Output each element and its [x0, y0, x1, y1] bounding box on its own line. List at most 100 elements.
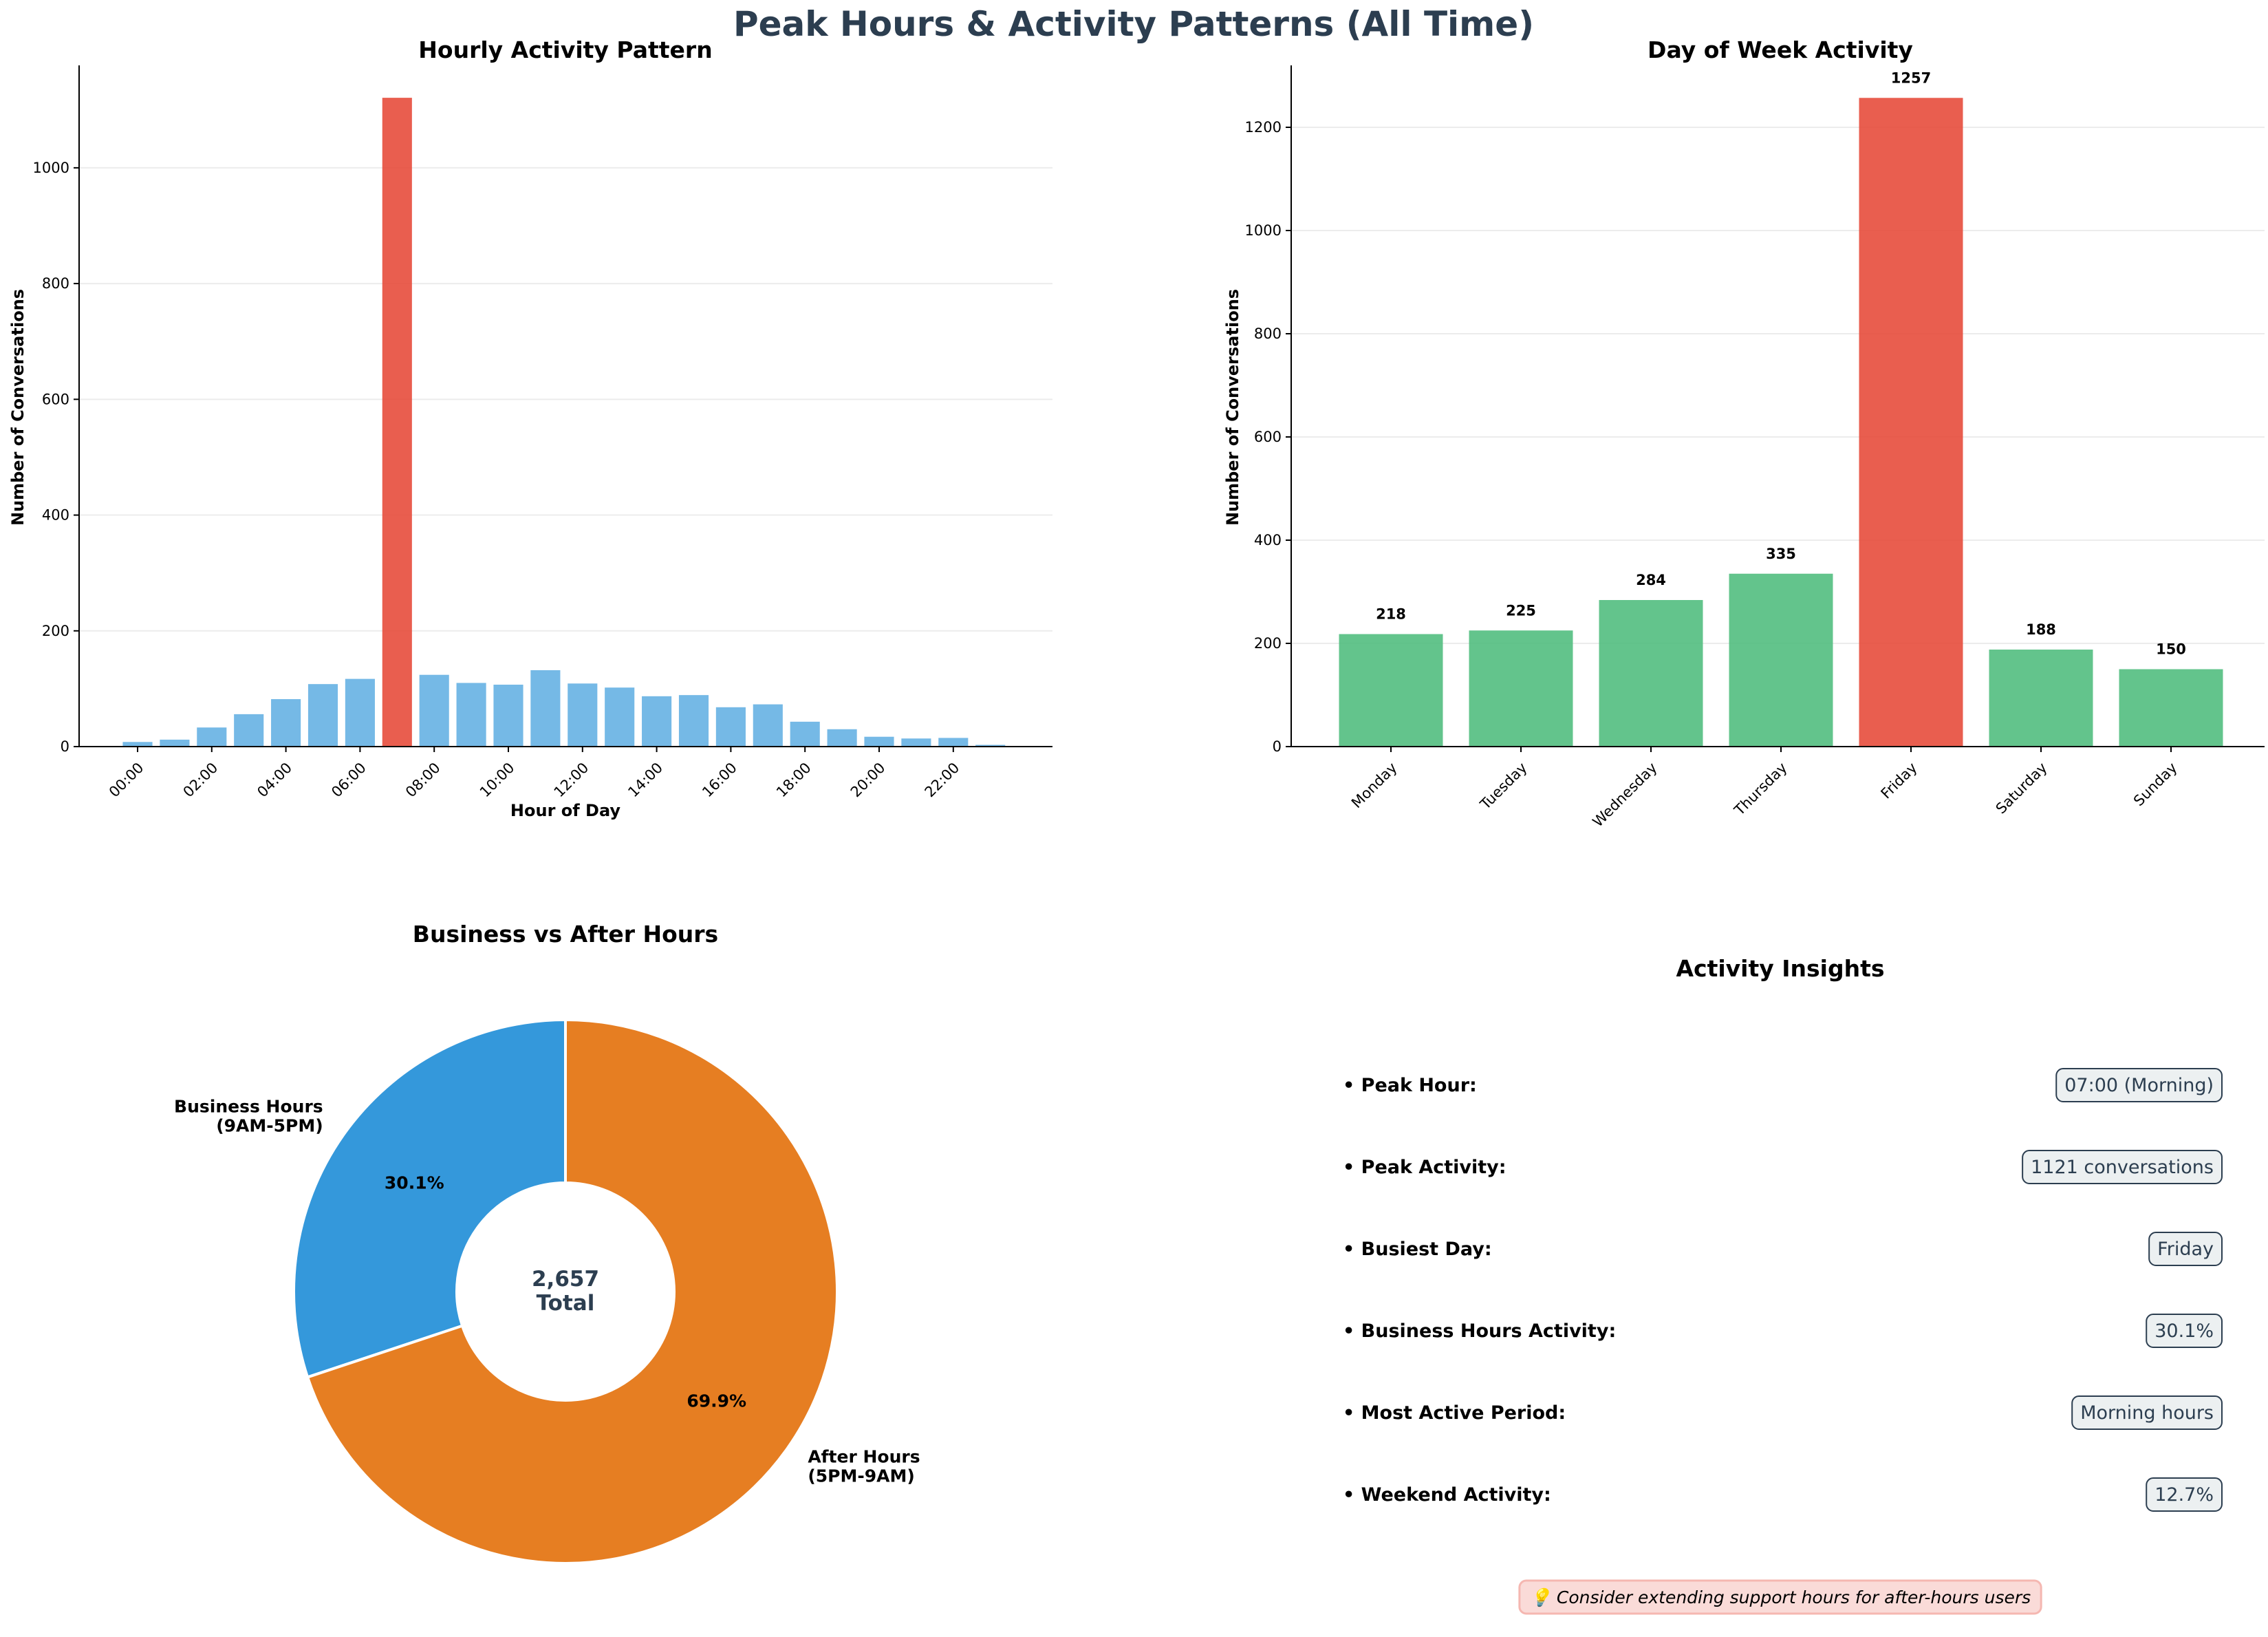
weekday-bar-value-label: 218: [1376, 606, 1406, 623]
insight-label: • Peak Activity:: [1343, 1157, 1506, 1178]
hourly-bar-19:00: [827, 729, 857, 747]
weekday-x-tick-label: Sunday: [2130, 760, 2181, 810]
hourly-bar-16:00: [715, 707, 746, 747]
insight-value-box: [2148, 1232, 2223, 1266]
recommendation-text: 💡 Consider extending support hours for a…: [1530, 1587, 2031, 1607]
hourly-chart-title: Hourly Activity Pattern: [418, 36, 712, 63]
hourly-bar-20:00: [864, 736, 894, 747]
weekday-bar-thursday: [1729, 573, 1833, 747]
slice-category-label: After Hours (5PM-9AM): [808, 1446, 920, 1486]
slice-category-label-line: After Hours: [808, 1446, 920, 1466]
slice-percent-label: 69.9%: [687, 1391, 746, 1411]
weekday-bar-value-label: 335: [1766, 546, 1796, 562]
hourly-bar-07:00: [382, 98, 412, 747]
hourly-y-tick-label: 800: [42, 275, 69, 292]
insight-value: Friday: [2157, 1239, 2214, 1260]
insight-value-box: [2022, 1150, 2223, 1184]
figure-title: Peak Hours & Activity Patterns (All Time…: [733, 4, 1534, 44]
hourly-bar-13:00: [605, 687, 635, 747]
hourly-bar-23:00: [975, 745, 1006, 747]
hourly-x-tick-label: 22:00: [922, 760, 963, 801]
hourly-bar-10:00: [493, 685, 523, 747]
hourly-y-axis-label: Number of Conversations: [8, 289, 28, 526]
insight-value: 07:00 (Morning): [2064, 1075, 2214, 1096]
hourly-x-tick-label: 12:00: [551, 760, 592, 801]
hourly-y-tick-label: 200: [42, 623, 69, 639]
insights-title: Activity Insights: [1676, 955, 1884, 982]
slice-category-label: Business Hours (9AM-5PM): [174, 1097, 323, 1136]
insight-value-box: [2146, 1314, 2223, 1348]
recommendation-box: [1518, 1579, 2042, 1615]
insight-value-box: [2146, 1477, 2223, 1512]
weekday-x-tick-label: Thursday: [1731, 760, 1791, 820]
insight-value: 30.1%: [2154, 1320, 2214, 1342]
weekday-y-tick-label: 800: [1254, 325, 1282, 342]
hourly-bar-08:00: [419, 674, 449, 747]
insight-label: • Peak Hour:: [1343, 1075, 1477, 1096]
hourly-x-tick-label: 14:00: [625, 760, 666, 801]
insight-value: Morning hours: [2080, 1402, 2214, 1424]
slice-category-label-line: (9AM-5PM): [216, 1116, 323, 1136]
weekday-y-tick-label: 400: [1254, 532, 1282, 548]
business-vs-after-hours-chart: Business vs After Hours 2,657 Total 30.1…: [174, 921, 920, 1565]
weekday-bar-friday: [1859, 98, 1963, 747]
weekday-bar-value-label: 188: [2026, 621, 2056, 638]
hourly-bar-01:00: [160, 739, 190, 747]
hourly-x-axis-label: Hour of Day: [510, 801, 621, 820]
weekday-bar-wednesday: [1599, 600, 1703, 747]
slice-category-label-line: (5PM-9AM): [808, 1466, 914, 1486]
hourly-x-tick-label: 08:00: [402, 760, 444, 801]
hourly-y-tick-label: 600: [42, 391, 69, 407]
hourly-x-tick-label: 16:00: [699, 760, 740, 801]
weekday-y-tick-label: 1000: [1245, 222, 1282, 239]
hourly-bar-00:00: [122, 742, 153, 747]
weekday-x-tick-label: Tuesday: [1476, 760, 1530, 813]
weekday-x-tick-label: Wednesday: [1590, 760, 1661, 831]
hourly-activity-chart: Hourly Activity Pattern Hour of Day Numb…: [8, 36, 1052, 820]
insight-value: 1121 conversations: [2031, 1157, 2214, 1178]
weekday-bar-value-label: 225: [1506, 602, 1536, 619]
hourly-x-tick-label: 20:00: [847, 760, 889, 801]
insight-label: • Busiest Day:: [1343, 1239, 1492, 1260]
hourly-bar-22:00: [938, 738, 969, 747]
business-hours-slice: [292, 1018, 567, 1379]
weekday-x-tick-label: Monday: [1348, 760, 1401, 812]
activity-insights-panel: Activity Insights • Peak Hour: 07:00 (Mor…: [1343, 955, 2223, 1615]
hourly-bar-21:00: [901, 738, 931, 747]
hourly-y-tick-label: 0: [61, 738, 69, 755]
hourly-bar-18:00: [790, 721, 820, 747]
hourly-bar-02:00: [197, 727, 227, 747]
weekday-bar-value-label: 284: [1636, 572, 1666, 588]
hourly-x-tick-label: 06:00: [328, 760, 369, 801]
hourly-x-tick-label: 00:00: [106, 760, 147, 801]
weekday-bar-sunday: [2119, 669, 2223, 747]
hourly-bar-09:00: [456, 683, 486, 747]
weekday-bar-value-label: 150: [2156, 641, 2186, 658]
pie-chart-title: Business vs After Hours: [413, 921, 718, 948]
hourly-x-tick-label: 04:00: [254, 760, 295, 801]
hourly-x-tick-label: 10:00: [477, 760, 518, 801]
donut-center-total: 2,657: [532, 1267, 599, 1292]
hourly-y-tick-label: 400: [42, 507, 69, 524]
weekday-bar-value-label: 1257: [1891, 69, 1931, 86]
insight-label: • Business Hours Activity:: [1343, 1320, 1616, 1342]
hourly-y-tick-label: 1000: [33, 160, 69, 176]
insight-value: 12.7%: [2154, 1484, 2214, 1506]
weekday-y-axis-label: Number of Conversations: [1223, 289, 1242, 526]
hourly-bar-05:00: [307, 684, 338, 747]
after-hours-slice: [305, 1018, 839, 1565]
hourly-x-tick-label: 18:00: [773, 760, 814, 801]
weekday-bar-saturday: [1989, 650, 2093, 747]
day-of-week-chart: Day of Week Activity Number of Conversat…: [1223, 36, 2265, 831]
weekday-y-tick-label: 200: [1254, 635, 1282, 652]
slice-percent-label: 30.1%: [385, 1173, 444, 1192]
weekday-bar-monday: [1339, 634, 1443, 747]
weekday-chart-title: Day of Week Activity: [1648, 36, 1913, 63]
insight-value-box: [2055, 1068, 2223, 1102]
hourly-x-tick-label: 02:00: [180, 760, 222, 801]
hourly-bar-14:00: [642, 696, 672, 747]
weekday-y-tick-label: 0: [1273, 738, 1282, 755]
weekday-y-tick-label: 600: [1254, 429, 1282, 445]
slice-category-label-line: Business Hours: [174, 1097, 323, 1117]
